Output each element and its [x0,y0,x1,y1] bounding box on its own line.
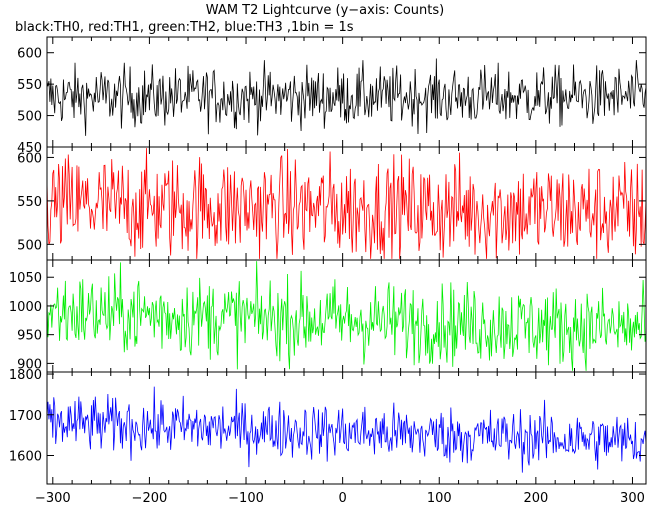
panel-frame-TH2 [46,259,647,373]
y-tick-label: 550 [17,195,42,210]
series-line-TH0 [46,58,647,136]
chart-title: WAM T2 Lightcurve (y−axis: Counts) [205,3,445,18]
series-line-TH1 [46,148,647,259]
x-tick-label: −300 [35,491,71,505]
y-tick-label: 1800 [9,368,42,383]
panel-frame-TH3 [46,371,647,485]
y-tick-label: 1050 [9,271,42,286]
series-line-TH3 [46,386,647,473]
y-tick-label: 550 [17,78,42,93]
y-tick-label: 1700 [9,409,42,424]
x-tick-label: 300 [620,491,645,505]
y-tick-label: 500 [17,110,42,125]
y-tick-label: 600 [17,47,42,62]
y-tick-label: 600 [17,151,42,166]
y-tick-label: 1600 [9,449,42,464]
x-tick-label: 100 [427,491,452,505]
chart-subtitle: black:TH0, red:TH1, green:TH2, blue:TH3 … [15,20,354,35]
x-tick-label: −200 [132,491,168,505]
x-tick-label: −100 [228,491,264,505]
y-tick-label: 950 [17,329,42,344]
x-tick-label: 0 [338,491,346,505]
y-tick-label: 1000 [9,300,42,315]
x-tick-label: 200 [523,491,548,505]
y-tick-label: 500 [17,238,42,253]
y-tick-label: 450 [17,141,42,156]
y-tick-label: 900 [17,357,42,372]
series-line-TH2 [46,261,647,371]
